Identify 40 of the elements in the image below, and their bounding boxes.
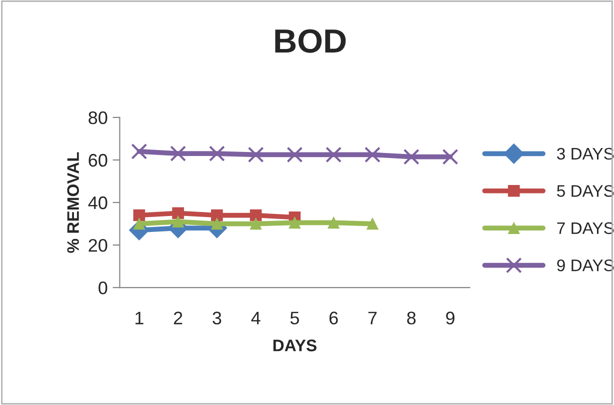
x-tick-label: 1 (136, 312, 144, 324)
y-tick-label: 60 (88, 154, 108, 167)
point (211, 209, 223, 222)
y-axis-title: % REMOVAL (67, 152, 79, 253)
x-tick-label: 7 (368, 312, 377, 324)
x-tick-label: 3 (212, 312, 222, 324)
point (208, 146, 225, 162)
legend-label: 3 DAYS (557, 148, 614, 160)
x-tick-label: 4 (251, 312, 260, 324)
y-tick-label: 80 (88, 111, 108, 124)
y-tick-label: 40 (88, 196, 108, 210)
x-axis-title: DAYS (273, 340, 316, 352)
point (170, 146, 186, 162)
point (250, 209, 262, 222)
y-tick-label: 0 (98, 281, 108, 294)
x-tick-label: 8 (407, 312, 416, 324)
point (326, 146, 342, 163)
x-tick-label: 9 (446, 312, 454, 324)
legend-label: 5 DAYS (557, 185, 614, 197)
point (364, 146, 380, 163)
legend-label: 7 DAYS (557, 222, 614, 234)
point (328, 216, 340, 229)
y-tick-label: 20 (88, 238, 108, 252)
legend-label: 9 DAYS (557, 259, 614, 272)
point (286, 146, 303, 163)
x-tick-label: 5 (290, 312, 299, 324)
point (288, 216, 301, 229)
point (248, 146, 264, 163)
point (172, 207, 184, 220)
x-tick-label: 2 (174, 312, 182, 324)
point (172, 216, 184, 228)
point (250, 218, 262, 230)
point (403, 148, 420, 165)
point (442, 148, 458, 165)
point (131, 143, 148, 160)
x-tick-label: 6 (330, 312, 338, 324)
point (366, 218, 378, 230)
chart-title: BOD (275, 29, 346, 53)
point (133, 209, 146, 222)
point (133, 218, 146, 230)
